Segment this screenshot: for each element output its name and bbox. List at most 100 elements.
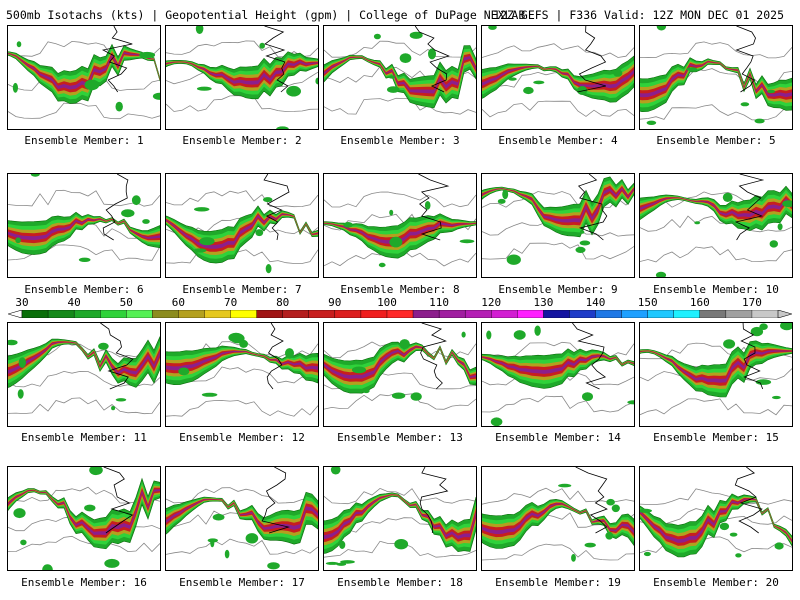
colorbar-tick-label: 150 [637,296,658,309]
coastline [101,26,133,93]
isotach-patch [362,388,370,394]
isotach-60-70kt [166,57,318,91]
isotach-patch [508,77,517,81]
ensemble-member-map [7,25,161,130]
isotach-patch [754,118,765,124]
coastline [420,323,447,390]
colorbar-tick-label: 170 [741,296,762,309]
height-contour [482,191,634,208]
isotach-patch [584,542,596,548]
colorbar-bin [412,310,440,318]
isotach-60-70kt [166,349,318,377]
height-contour [640,398,792,416]
isotach-map [640,26,792,126]
isotach-patch [643,551,651,557]
isotach-patch [488,26,497,30]
isotach-patch [424,201,431,210]
coastline [734,467,763,534]
ensemble-member-label: Ensemble Member: 20 [653,576,779,589]
isotach-patch [694,221,701,225]
colorbar-bin [178,310,205,318]
isotach-110kt [482,503,634,535]
isotach-patch [195,26,204,34]
isotach-patch [15,237,21,244]
isotach-80-100kt [482,185,634,226]
isotach-110kt [8,341,160,375]
isotach-patch [343,222,353,228]
isotach-patch [394,539,409,550]
isotach-patch [13,508,26,519]
isotach-map [324,467,476,566]
isotach-patch [339,540,346,549]
colorbar-tick-label: 60 [171,296,186,309]
isotach-110kt [324,346,476,379]
isotach-patch [259,42,265,49]
height-contour [640,41,792,59]
isotach-80-100kt [482,502,634,538]
height-contour [166,95,318,112]
isotach-patch [84,504,96,512]
isotach-patch [750,326,764,337]
colorbar-bin [204,310,232,318]
isotach-80-100kt [482,354,634,377]
isotach-patch [152,92,160,100]
ensemble-member-map [165,25,319,130]
isotach-patch [646,120,657,126]
colorbar-bin [595,310,623,318]
height-contour [8,102,160,120]
height-contour [324,487,476,505]
isotach-patch [228,332,244,343]
isotach-patch [265,264,272,274]
isotach-patch [719,522,730,531]
height-contour [166,538,318,555]
colorbar-bin [152,310,179,318]
isotach-patch [245,533,259,544]
isotach-patch [523,86,534,95]
isotach-patch [212,513,225,521]
colorbar-bin [21,310,49,318]
isotach-60-70kt [8,49,160,96]
isotach-patch [89,467,103,476]
isotach-patch [30,174,40,177]
colorbar-bin [725,310,753,318]
height-contour [482,242,634,260]
colorbar-bin [491,310,518,318]
isotach-110kt [166,499,318,530]
colorbar-bin [569,310,597,318]
isotach-patch [12,82,18,93]
ensemble-member-label: Ensemble Member: 6 [24,283,144,296]
isotach-patch [42,564,53,570]
isotach-map [8,467,160,570]
isotach-60-70kt [482,501,634,541]
coastline [740,323,764,390]
isotach-patch [686,67,698,72]
colorbar-left-arrow [8,310,23,318]
coastline [103,467,134,534]
height-contour [8,397,160,415]
isotach-map [640,323,792,416]
isotach-patch [78,257,91,262]
isotach-patch [131,195,141,206]
isotach-patch [387,86,400,93]
isotach-patch [579,240,591,246]
isotach-patch [104,558,120,568]
isotach-patch [534,325,541,336]
isotach-110kt [166,213,318,249]
isotach-80-100kt [640,498,792,546]
height-contour [166,40,318,58]
isotach-patch [330,467,341,475]
ensemble-member-map [165,173,319,278]
colorbar-bin [73,310,101,318]
coastline [734,174,765,241]
ensemble-member-label: Ensemble Member: 19 [495,576,621,589]
isotach-patch [461,331,466,338]
isotach-50kt [324,493,476,550]
isotach-patch [325,561,339,565]
isotach-patch [239,339,248,348]
isotach-110kt [640,498,792,543]
height-contour [324,40,476,58]
isotach-40-50kt [482,498,634,549]
isotach-patch [391,392,406,399]
coastline [575,467,608,534]
colorbar-bin [230,310,258,318]
